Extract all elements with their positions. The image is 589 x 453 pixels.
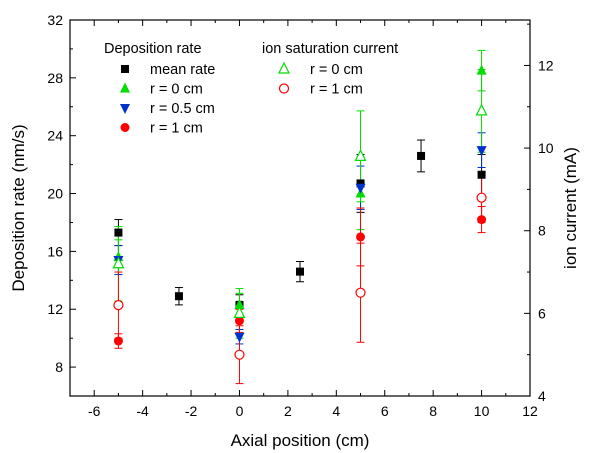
x-tick-label: -4 [136, 403, 149, 419]
data-point [356, 232, 366, 242]
data-point [114, 228, 123, 237]
y-right-tick-label: 8 [538, 223, 546, 239]
data-point [296, 267, 304, 276]
y-right-axis-title: ion current (mA) [561, 147, 580, 269]
legend-title-ion-current: ion saturation current [262, 41, 398, 57]
legend-label: r = 0 cm [150, 82, 203, 98]
x-tick-label: 2 [284, 403, 292, 419]
data-point [476, 192, 487, 203]
y-right-tick-label: 12 [538, 57, 554, 73]
data-point [354, 149, 367, 161]
x-tick-label: 8 [429, 403, 437, 419]
data-point [476, 146, 487, 157]
x-tick-label: 0 [236, 403, 244, 419]
x-tick-label: 12 [522, 403, 538, 419]
legend-label: r = 0 cm [310, 62, 363, 78]
axes [69, 19, 531, 397]
data-point [417, 151, 426, 160]
data-markers [112, 64, 488, 360]
data-point [476, 64, 487, 75]
legend-label: mean rate [150, 62, 215, 78]
data-point [233, 306, 246, 318]
legend-title-deposition-rate: Deposition rate [104, 41, 202, 57]
legend-label: r = 0.5 cm [150, 101, 215, 117]
plot-frame [69, 19, 531, 397]
data-point [234, 316, 244, 326]
y-right-tick-label: 4 [538, 388, 546, 404]
legend-marker [120, 104, 130, 114]
x-tick-label: 4 [332, 403, 340, 419]
legend-marker [278, 83, 290, 94]
data-point [112, 256, 125, 269]
legend-marker [120, 123, 130, 132]
y-left-tick-label: 8 [55, 359, 63, 375]
data-point [355, 287, 366, 298]
y-left-axis-title: Deposition rate (nm/s) [9, 124, 28, 291]
x-tick-label: 6 [381, 403, 389, 419]
x-tick-label: -2 [185, 403, 198, 419]
x-tick-label: -6 [88, 403, 101, 419]
y-left-tick-label: 20 [47, 186, 63, 202]
data-point [234, 332, 245, 343]
legend-marker [121, 65, 129, 73]
legend-label: r = 1 cm [310, 82, 363, 98]
x-tick-label: 10 [474, 403, 490, 419]
data-point [174, 292, 183, 301]
y-left-tick-label: 28 [47, 70, 63, 86]
data-point [475, 103, 488, 116]
data-point [234, 298, 245, 309]
tick-labels: -6 -4 -2 0 2 4 6 8 10 1281216202428324681012Axial… [9, 12, 580, 450]
data-point [477, 215, 487, 225]
y-right-tick-label: 10 [538, 140, 554, 156]
legend: Deposition rate mean rate r = 0 cm r = 0.5 … [104, 41, 398, 137]
data-point [477, 170, 486, 179]
legend-marker [120, 82, 130, 93]
x-axis-title: Axial position (cm) [231, 431, 370, 450]
data-point [113, 299, 124, 311]
data-point [113, 336, 123, 346]
legend-label: r = 1 cm [150, 121, 203, 137]
data-point [356, 179, 365, 188]
legend-marker [278, 61, 290, 74]
data-point [355, 183, 366, 194]
y-left-tick-label: 24 [47, 128, 63, 144]
y-left-tick-label: 12 [47, 301, 63, 317]
y-left-tick-label: 32 [47, 12, 63, 28]
y-left-tick-label: 16 [47, 243, 63, 259]
y-right-tick-label: 6 [538, 305, 546, 321]
data-point [234, 349, 245, 360]
